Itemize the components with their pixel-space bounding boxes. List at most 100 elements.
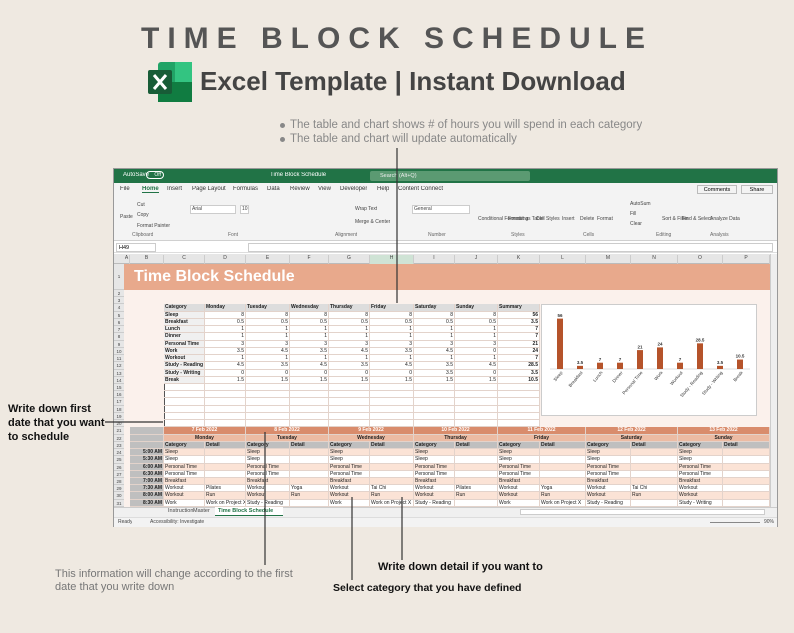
column-header: K bbox=[498, 255, 540, 264]
summary-value: 3.5 bbox=[329, 362, 370, 370]
column-header: D bbox=[205, 255, 246, 264]
schedule-column-label: Category bbox=[586, 441, 631, 450]
summary-category: Study - Reading bbox=[164, 362, 205, 370]
schedule-day: Thursday bbox=[414, 434, 498, 442]
row-header: 31 bbox=[114, 499, 124, 507]
summary-category: Sleep bbox=[164, 311, 205, 319]
schedule-date: 9 Feb 2022 bbox=[329, 427, 414, 435]
ribbon-button[interactable]: Cut bbox=[137, 202, 145, 208]
schedule-empty-cell bbox=[540, 477, 586, 486]
bullet: The table and chart shows # of hours you… bbox=[280, 118, 642, 132]
sheet-tab[interactable]: Master bbox=[193, 508, 210, 514]
summary-empty-cell bbox=[455, 398, 498, 406]
schedule-category: Breakfast bbox=[164, 477, 205, 486]
ribbon-button[interactable]: Paste bbox=[120, 214, 133, 220]
schedule-time: 7:00 AM bbox=[130, 477, 164, 486]
bar bbox=[697, 343, 703, 370]
schedule-detail: Run bbox=[455, 492, 498, 500]
ribbon-tab[interactable]: Home bbox=[142, 186, 159, 193]
column-header: P bbox=[723, 255, 770, 264]
schedule-detail: Work on Project X bbox=[540, 499, 586, 507]
summary-value: 8 bbox=[205, 311, 246, 319]
summary-value: 8 bbox=[414, 311, 455, 319]
schedule-category: Sleep bbox=[164, 456, 205, 464]
summary-value: 0.5 bbox=[246, 318, 290, 327]
ribbon-tab[interactable]: Insert bbox=[167, 186, 183, 192]
schedule-empty-cell bbox=[290, 456, 329, 464]
row-header: 28 bbox=[114, 477, 124, 486]
summary-empty-cell bbox=[164, 405, 205, 413]
ribbon-button[interactable]: Fill bbox=[630, 211, 637, 217]
data-label: 3.5 bbox=[577, 360, 584, 365]
ribbon-button[interactable]: Sort & Filter bbox=[662, 216, 689, 222]
column-header: F bbox=[290, 255, 329, 264]
ribbon-tab[interactable]: View bbox=[318, 186, 331, 192]
subtitle: Excel Template | Instant Download bbox=[200, 66, 626, 96]
share-button[interactable]: Share bbox=[741, 185, 773, 194]
annotation: Write down detail if you want to bbox=[378, 561, 543, 573]
ribbon-tab[interactable]: Content Connect bbox=[398, 186, 444, 192]
ribbon-tab[interactable]: Data bbox=[267, 186, 280, 192]
ribbon-button[interactable]: Format Painter bbox=[137, 223, 171, 229]
summary-value: 1 bbox=[455, 333, 498, 341]
schedule-time: 8:00 AM bbox=[130, 492, 164, 500]
ribbon-tab[interactable]: Page Layout bbox=[192, 186, 226, 192]
ribbon-button[interactable]: Insert bbox=[562, 216, 575, 222]
summary-empty-cell bbox=[414, 420, 455, 428]
summary-header: Tuesday bbox=[246, 304, 290, 312]
ribbon-tab[interactable]: Formulas bbox=[233, 186, 259, 192]
ribbon-button[interactable]: AutoSum bbox=[630, 201, 651, 207]
ribbon-tab[interactable]: File bbox=[120, 186, 130, 192]
schedule-detail: Work on Project X bbox=[205, 499, 246, 507]
row-header: 5 bbox=[114, 311, 124, 319]
ribbon-group-label: Analysis bbox=[710, 232, 729, 238]
comments-button[interactable]: Comments bbox=[697, 185, 737, 194]
summary-value: 7 bbox=[498, 355, 540, 363]
schedule-column-label: Detail bbox=[205, 441, 246, 450]
summary-empty-cell bbox=[498, 420, 540, 428]
data-label: 7 bbox=[619, 357, 622, 362]
ribbon-button[interactable]: Find & Select bbox=[682, 216, 712, 222]
schedule-detail: Yoga bbox=[540, 485, 586, 493]
ribbon-button[interactable]: 10 bbox=[240, 205, 249, 214]
x-tick-label: Work bbox=[653, 370, 664, 382]
ribbon-button[interactable]: Cell Styles bbox=[536, 216, 560, 222]
bullet-dot bbox=[280, 123, 285, 128]
schedule-empty-cell bbox=[455, 456, 498, 464]
summary-value: 1 bbox=[414, 333, 455, 341]
schedule-category: Workout bbox=[414, 485, 455, 493]
ribbon-button[interactable]: Merge & Center bbox=[355, 219, 391, 225]
ribbon-button[interactable]: Delete bbox=[580, 216, 595, 222]
row-header: 4 bbox=[114, 304, 124, 312]
summary-value: 1 bbox=[329, 355, 370, 363]
schedule-category: Workout bbox=[678, 492, 723, 500]
ribbon-button[interactable]: Clear bbox=[630, 221, 642, 227]
schedule-category: Workout bbox=[586, 485, 631, 493]
sheet-tab[interactable]: Time Block Schedule bbox=[215, 507, 283, 516]
ribbon-button[interactable]: Copy bbox=[137, 212, 149, 218]
ribbon-button[interactable]: Conditional Formatting bbox=[478, 216, 529, 222]
summary-empty-cell bbox=[246, 391, 290, 399]
ribbon-tab[interactable]: Developer bbox=[340, 186, 368, 192]
schedule-category: Personal Time bbox=[329, 470, 370, 478]
ribbon-button[interactable]: Format as Table bbox=[508, 216, 544, 222]
ribbon-button[interactable]: Wrap Text bbox=[355, 206, 378, 212]
schedule-category: Work bbox=[164, 499, 205, 507]
schedule-category: Sleep bbox=[678, 456, 723, 464]
ribbon-button[interactable]: Arial bbox=[190, 205, 236, 214]
ribbon-button[interactable]: General bbox=[412, 205, 470, 214]
bullet-dot bbox=[280, 137, 285, 142]
row-header: 6 bbox=[114, 318, 124, 327]
summary-value: 8 bbox=[246, 311, 290, 319]
ribbon-tab[interactable]: Review bbox=[290, 186, 310, 192]
schedule-category: Workout bbox=[586, 492, 631, 500]
ribbon-button[interactable]: Format bbox=[597, 216, 613, 222]
summary-empty-cell bbox=[370, 383, 414, 392]
column-header: N bbox=[631, 255, 678, 264]
title-row bbox=[124, 264, 770, 290]
schedule-detail: Run bbox=[631, 492, 678, 500]
ribbon-tab[interactable]: Help bbox=[377, 186, 390, 192]
sheet-tab[interactable]: Instruction bbox=[168, 508, 194, 514]
autosave-toggle: Off bbox=[146, 171, 164, 179]
ribbon-button[interactable]: Analyze Data bbox=[710, 216, 740, 222]
